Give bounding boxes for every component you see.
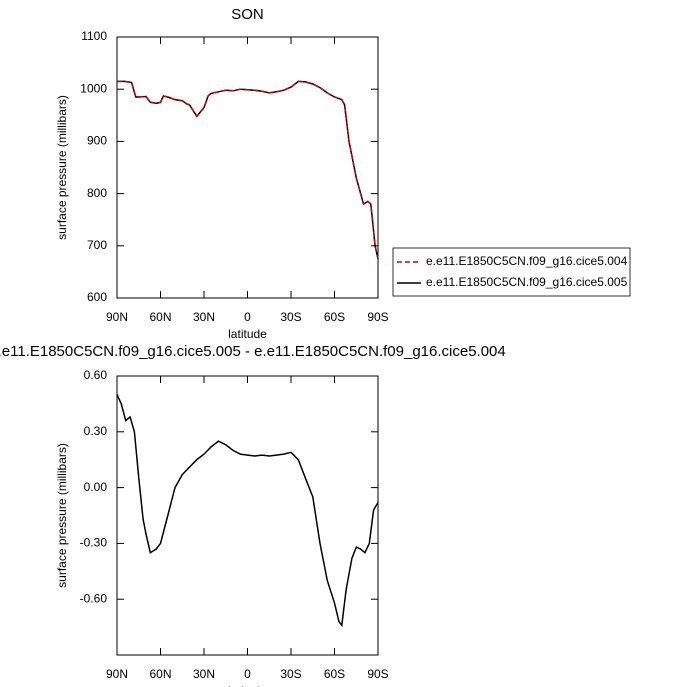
y-tick-label: 1000	[80, 81, 107, 95]
x-axis-label: latitude	[228, 327, 267, 341]
y-tick-label: 0.00	[84, 480, 108, 494]
chart-title: SON	[231, 6, 264, 23]
line-series	[117, 80, 379, 260]
y-axis-label: surface pressure (millibars)	[55, 443, 69, 588]
plot-frame	[116, 36, 379, 299]
x-axis-label: latitude	[228, 684, 267, 687]
x-tick-label: 30S	[280, 310, 301, 324]
x-tick-label: 90N	[106, 667, 128, 681]
plot-frame	[116, 375, 379, 656]
x-tick-label: 30N	[193, 667, 215, 681]
x-tick-label: 0	[244, 310, 251, 324]
x-tick-label: 60N	[149, 310, 171, 324]
y-tick-label: 0.60	[84, 368, 108, 382]
y-tick-label: 700	[87, 238, 107, 252]
y-tick-label: 800	[87, 186, 107, 200]
x-tick-label: 90S	[367, 667, 388, 681]
line-series	[116, 394, 379, 628]
legend-label: e.e11.E1850C5CN.f09_g16.cice5.004	[426, 254, 628, 268]
legend-box	[392, 247, 631, 297]
y-axis-label: surface pressure (millibars)	[55, 95, 69, 240]
y-tick-label: 1100	[81, 29, 107, 43]
x-tick-label: 30S	[280, 667, 301, 681]
y-tick-label: -0.30	[80, 536, 108, 550]
y-tick-label: 0.30	[84, 424, 108, 438]
x-tick-label: 60S	[324, 667, 345, 681]
line-series	[117, 80, 379, 260]
x-tick-label: 0	[244, 667, 251, 681]
x-tick-label: 60S	[324, 310, 345, 324]
x-tick-label: 60N	[149, 667, 171, 681]
x-tick-label: 30N	[193, 310, 215, 324]
x-tick-label: 90S	[367, 310, 388, 324]
chart-title: e.e11.E1850C5CN.f09_g16.cice5.005 - e.e1…	[0, 343, 506, 360]
legend-label: e.e11.E1850C5CN.f09_g16.cice5.005	[426, 275, 628, 289]
y-tick-label: 600	[87, 290, 107, 304]
y-tick-label: 900	[87, 134, 107, 148]
y-tick-label: -0.60	[80, 591, 108, 605]
x-tick-label: 90N	[106, 310, 128, 324]
